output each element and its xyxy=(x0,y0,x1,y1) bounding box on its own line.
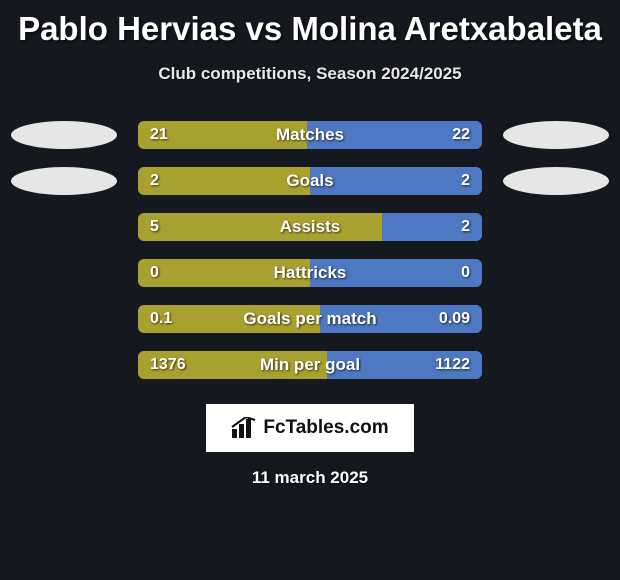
player-photo-slot-right xyxy=(496,121,616,149)
metric-bar-left xyxy=(138,213,382,241)
metric-bar: 22Goals xyxy=(138,167,482,195)
player-photo-slot-left xyxy=(4,259,124,287)
metric-bar: 13761122Min per goal xyxy=(138,351,482,379)
brand-text: FcTables.com xyxy=(263,417,388,439)
page-title: Pablo Hervias vs Molina Aretxabaleta xyxy=(0,0,620,48)
brand-logo: FcTables.com xyxy=(206,404,414,452)
player-photo-right xyxy=(503,167,609,195)
player-photo-right xyxy=(503,351,609,379)
metric-value-left: 0 xyxy=(150,259,159,287)
metric-value-left: 5 xyxy=(150,213,159,241)
player-photo-slot-right xyxy=(496,305,616,333)
player-photo-slot-left xyxy=(4,305,124,333)
metric-bar-left xyxy=(138,259,310,287)
player-photo-slot-left xyxy=(4,121,124,149)
metric-bar: 2122Matches xyxy=(138,121,482,149)
subtitle: Club competitions, Season 2024/2025 xyxy=(0,64,620,84)
metric-row: 0.10.09Goals per match xyxy=(0,296,620,342)
player-photo-right xyxy=(503,259,609,287)
player-photo-slot-right xyxy=(496,167,616,195)
metric-value-left: 2 xyxy=(150,167,159,195)
metric-row: 22Goals xyxy=(0,158,620,204)
metric-value-right: 22 xyxy=(452,121,470,149)
chart-icon xyxy=(231,417,257,439)
player-photo-left xyxy=(11,121,117,149)
metric-bar: 0.10.09Goals per match xyxy=(138,305,482,333)
player-photo-slot-right xyxy=(496,259,616,287)
player-photo-slot-right xyxy=(496,351,616,379)
player-photo-slot-left xyxy=(4,167,124,195)
metric-value-left: 21 xyxy=(150,121,168,149)
metric-row: 52Assists xyxy=(0,204,620,250)
player-photo-slot-right xyxy=(496,213,616,241)
metric-value-right: 2 xyxy=(461,167,470,195)
player-photo-left xyxy=(11,167,117,195)
date-label: 11 march 2025 xyxy=(0,468,620,488)
metric-value-left: 1376 xyxy=(150,351,186,379)
metric-value-right: 2 xyxy=(461,213,470,241)
player-photo-right xyxy=(503,305,609,333)
metric-value-right: 0 xyxy=(461,259,470,287)
player-photo-left xyxy=(11,259,117,287)
player-photo-slot-left xyxy=(4,213,124,241)
player-photo-slot-left xyxy=(4,351,124,379)
metric-value-right: 0.09 xyxy=(439,305,470,333)
metric-row: 00Hattricks xyxy=(0,250,620,296)
metric-row: 2122Matches xyxy=(0,112,620,158)
player-photo-left xyxy=(11,305,117,333)
metric-row: 13761122Min per goal xyxy=(0,342,620,388)
metrics-container: 2122Matches22Goals52Assists00Hattricks0.… xyxy=(0,112,620,388)
metric-bar: 00Hattricks xyxy=(138,259,482,287)
metric-bar: 52Assists xyxy=(138,213,482,241)
metric-value-left: 0.1 xyxy=(150,305,172,333)
metric-value-right: 1122 xyxy=(435,351,470,379)
player-photo-right xyxy=(503,121,609,149)
metric-bar-right xyxy=(310,167,482,195)
metric-bar-right xyxy=(310,259,482,287)
player-photo-left xyxy=(11,351,117,379)
metric-bar-left xyxy=(138,167,310,195)
player-photo-right xyxy=(503,213,609,241)
player-photo-left xyxy=(11,213,117,241)
